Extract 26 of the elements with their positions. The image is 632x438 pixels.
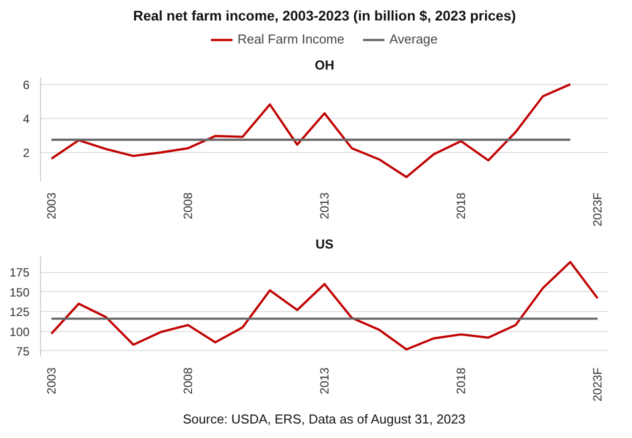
y-tick-label: 75 [16,344,30,358]
y-tick-label: 2 [22,146,30,160]
y-tick-label: 125 [9,305,30,320]
x-tick-label: 2008 [180,192,195,220]
y-tick-label: 150 [9,285,30,300]
x-tick-label: 2013 [318,367,332,394]
x-tick-label: 2008 [180,367,195,394]
y-tick-label: 6 [22,78,30,92]
x-tick-label: 2023F [590,367,605,402]
x-tick-label: 2018 [454,192,468,220]
chart-subtitle: OH [314,58,334,72]
x-tick-label: 2003 [44,192,58,220]
x-tick-label: 2023F [590,192,605,227]
y-tick-label: 4 [22,112,30,126]
legend-label: Real Farm Income [237,32,344,46]
chart-title: Real net farm income, 2003-2023 (in billion $, 2023 prices) [133,8,516,24]
x-tick-label: 2018 [454,367,468,394]
x-tick-label: 2013 [318,192,332,220]
chart-title: US [315,236,334,252]
y-tick-label: 100 [9,324,30,339]
line-series [50,260,599,351]
x-tick-label: 2003 [44,367,58,394]
line-series [50,83,572,178]
source-note: Source: USDA, ERS, Data as of August 31, 2023 [182,412,466,426]
legend-label: Average [389,32,438,46]
y-tick-label: 175 [9,266,30,280]
